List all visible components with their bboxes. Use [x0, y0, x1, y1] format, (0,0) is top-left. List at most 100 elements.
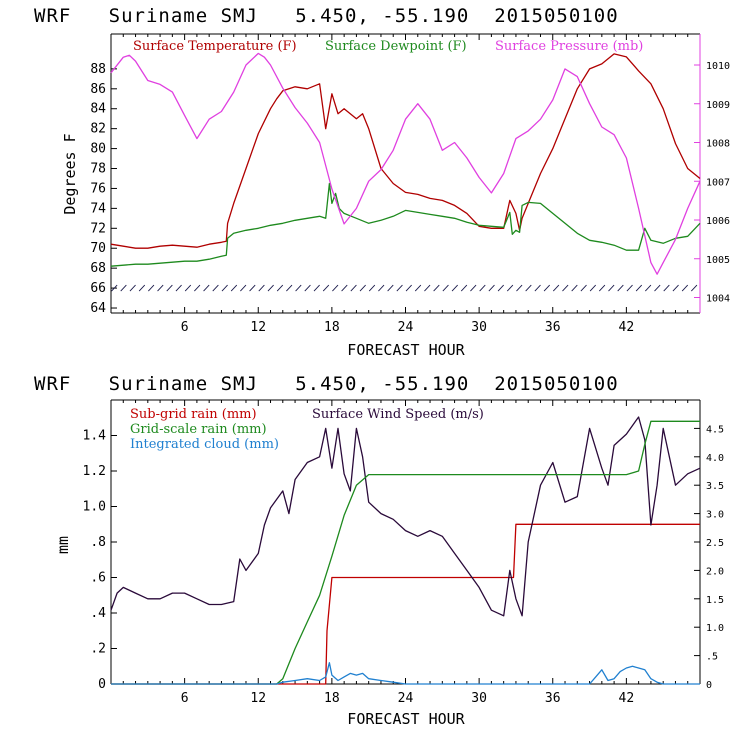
bottom-y2tick-label: 1.5 — [706, 595, 724, 606]
top-chart-legend: Surface Temperature (F) Surface Dewpoint… — [133, 39, 643, 54]
wind-barb — [433, 284, 440, 292]
top-y2tick-label: 1006 — [706, 216, 730, 227]
legend-surface-temperature: Surface Temperature (F) — [133, 39, 297, 54]
wind-barb — [157, 284, 164, 292]
wind-barb — [460, 284, 468, 292]
top-xtick-label: 6 — [181, 320, 189, 335]
bottom-ytick-label: 0 — [98, 677, 106, 692]
bottom-ytick-label: 1.0 — [83, 500, 106, 515]
wind-barb — [414, 284, 422, 292]
top-ytick-label: 76 — [90, 181, 106, 196]
bottom-y2tick-label: 4.5 — [706, 424, 724, 435]
wind-barb — [368, 284, 376, 292]
bottom-y2tick-label: 1.0 — [706, 623, 724, 634]
wind-barb — [405, 284, 412, 292]
bottom-xtick-label: 30 — [471, 691, 487, 706]
wind-barb — [442, 284, 449, 292]
wind-barb — [111, 284, 118, 292]
top-ytick-label: 72 — [90, 221, 106, 236]
wind-barb — [644, 284, 652, 292]
series-line-sub-grid-rain-mm — [111, 523, 700, 685]
series-line-integrated-cloud-mm — [111, 662, 700, 685]
wind-barb — [424, 284, 431, 292]
top-ytick-label: 80 — [90, 142, 106, 157]
wind-barb — [258, 284, 265, 292]
bottom-ytick-label: 1.4 — [83, 429, 107, 444]
wind-barb — [635, 284, 643, 292]
bottom-xtick-label: 18 — [324, 691, 340, 706]
top-ytick-label: 66 — [90, 281, 106, 296]
wind-barb — [276, 284, 284, 292]
wind-barb — [516, 284, 523, 292]
top-ytick-label: 70 — [90, 241, 106, 256]
top-xtick-label: 24 — [398, 320, 414, 335]
top-chart-ylabel: Degrees F — [61, 133, 79, 214]
bottom-ytick-label: .8 — [90, 535, 106, 550]
wind-barb — [654, 284, 661, 292]
top-ytick-label: 84 — [90, 102, 106, 117]
bottom-y2tick-label: .5 — [706, 652, 718, 663]
wind-barb — [175, 284, 182, 292]
top-y2tick-label: 1008 — [706, 139, 730, 150]
bottom-xtick-label: 42 — [619, 691, 635, 706]
wind-barb — [488, 284, 495, 292]
wind-barb — [598, 284, 606, 292]
wind-barb — [341, 284, 348, 292]
wind-barb — [230, 284, 238, 292]
legend-integrated-cloud: Integrated cloud (mm) — [130, 437, 279, 452]
bottom-ytick-label: .6 — [90, 571, 106, 586]
top-y2tick-label: 1009 — [706, 100, 730, 111]
wind-barb — [203, 284, 210, 292]
bottom-xtick-label: 36 — [545, 691, 561, 706]
legend-grid-scale-rain: Grid-scale rain (mm) — [130, 422, 267, 437]
top-y2tick-label: 1007 — [706, 177, 730, 188]
wind-barb — [552, 284, 560, 292]
legend-surface-pressure: Surface Pressure (mb) — [495, 39, 643, 54]
top-xtick-label: 12 — [250, 320, 266, 335]
top-y2tick-label: 1010 — [706, 61, 730, 72]
wind-barb — [240, 284, 247, 292]
wind-barb — [212, 284, 219, 292]
wind-barb — [322, 284, 330, 292]
top-xtick-label: 18 — [324, 320, 340, 335]
wind-barb — [249, 284, 256, 292]
bottom-y2tick-label: 3.5 — [706, 481, 724, 492]
wind-barb — [350, 284, 357, 292]
bottom-ytick-label: .2 — [90, 642, 106, 657]
wind-barb — [691, 284, 698, 292]
wind-barb — [267, 284, 274, 292]
bottom-y2tick-label: 4.0 — [706, 453, 724, 464]
top-y2tick-label: 1004 — [706, 294, 730, 305]
wind-barb — [387, 284, 394, 292]
bottom-ytick-label: 1.2 — [83, 464, 106, 479]
bottom-chart-legend: Sub-grid rain (mm) Surface Wind Speed (m… — [130, 407, 484, 452]
legend-subgrid-rain: Sub-grid rain (mm) — [130, 407, 257, 422]
wind-barb — [451, 284, 458, 292]
bottom-chart-plot: 6 12 18 24 30 36 42 0 .2 .4 .6 .8 1.0 1.2 1.4 0 .5 1.0 1.5… — [83, 399, 724, 706]
top-xtick-label: 30 — [471, 320, 487, 335]
wind-barb — [396, 284, 403, 292]
bottom-chart-title: WRF Suriname SMJ 5.450, -55.190 20150501… — [34, 373, 619, 395]
series-line-surface-temperature-f — [110, 53, 701, 249]
top-ytick-label: 86 — [90, 82, 106, 97]
bottom-y2tick-label: 3.0 — [706, 510, 724, 521]
top-ytick-label: 88 — [90, 62, 106, 77]
wind-barb — [580, 284, 587, 292]
bottom-y2tick-label: 2.0 — [706, 566, 724, 577]
bottom-chart-xlabel: FORECAST HOUR — [347, 710, 465, 728]
wind-barb — [617, 284, 624, 292]
wind-barb — [120, 284, 127, 292]
bottom-ytick-label: .4 — [90, 606, 106, 621]
top-ytick-label: 74 — [90, 201, 106, 216]
top-ytick-label: 64 — [90, 301, 106, 316]
wind-barb — [589, 284, 597, 292]
bottom-y2tick-label: 0 — [706, 680, 712, 691]
bottom-chart-ylabel: mm — [54, 536, 72, 554]
wind-barb — [470, 284, 477, 292]
top-ytick-label: 78 — [90, 162, 106, 177]
wind-barb — [221, 284, 228, 292]
wind-barb — [129, 284, 136, 292]
wind-barb — [479, 284, 486, 292]
wind-barb — [681, 284, 689, 292]
